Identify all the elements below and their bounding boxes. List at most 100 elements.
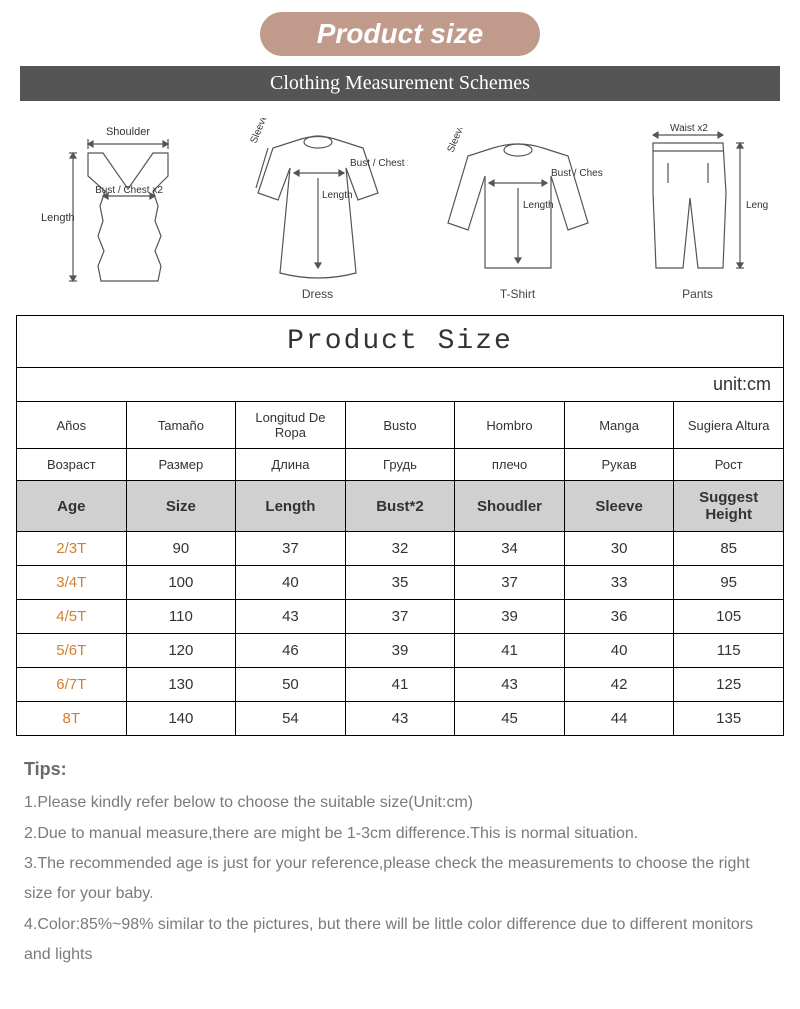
tips-line: 4.Color:85%~98% similar to the pictures,… <box>24 910 776 971</box>
table-cell-shoulder: 45 <box>455 702 565 736</box>
table-cell-size: 90 <box>126 532 236 566</box>
table-cell-sleeve: 33 <box>564 566 674 600</box>
table-header-cell: Shoudler <box>455 481 565 532</box>
table-row: 6/7T13050414342125 <box>17 668 784 702</box>
table-header-cell: Length <box>236 481 346 532</box>
table-cell-bust: 37 <box>345 600 455 634</box>
table-cell-length: 43 <box>236 600 346 634</box>
table-cell-length: 46 <box>236 634 346 668</box>
table-header-cell: Грудь <box>345 449 455 481</box>
table-header-cell: Bust*2 <box>345 481 455 532</box>
table-cell-sleeve: 40 <box>564 634 674 668</box>
header-row-en: AgeSizeLengthBust*2ShoudlerSleeveSuggest… <box>17 481 784 532</box>
table-row: 2/3T903732343085 <box>17 532 784 566</box>
table-row: 3/4T1004035373395 <box>17 566 784 600</box>
table-header-cell: Hombro <box>455 402 565 449</box>
diagram-pants: Waist x2 Length Pants <box>628 123 768 301</box>
table-cell-age: 6/7T <box>17 668 127 702</box>
table-cell-age: 4/5T <box>17 600 127 634</box>
header-row-ru: ВозрастРазмерДлинаГрудьплечоРукавРост <box>17 449 784 481</box>
table-cell-age: 5/6T <box>17 634 127 668</box>
table-header-cell: Tamaño <box>126 402 236 449</box>
table-cell-age: 8T <box>17 702 127 736</box>
table-cell-size: 130 <box>126 668 236 702</box>
table-cell-bust: 39 <box>345 634 455 668</box>
pants-waist-label: Waist x2 <box>670 123 708 134</box>
table-cell-shoulder: 43 <box>455 668 565 702</box>
dress-caption: Dress <box>228 287 408 301</box>
table-row: 8T14054434544135 <box>17 702 784 736</box>
table-cell-length: 50 <box>236 668 346 702</box>
table-cell-height: 135 <box>674 702 784 736</box>
table-row: 4/5T11043373936105 <box>17 600 784 634</box>
table-cell-length: 54 <box>236 702 346 736</box>
tips-block: Tips: 1.Please kindly refer below to cho… <box>24 752 776 971</box>
tshirt-length-label: Length <box>523 200 554 211</box>
pants-length-label: Length <box>746 200 768 211</box>
table-header-cell: Años <box>17 402 127 449</box>
table-cell-sleeve: 42 <box>564 668 674 702</box>
table-title: Product Size <box>17 316 784 368</box>
table-cell-height: 85 <box>674 532 784 566</box>
dress-sleeve-label: Sleeve <box>248 118 270 145</box>
table-cell-size: 100 <box>126 566 236 600</box>
tips-line: 3.The recommended age is just for your r… <box>24 849 776 910</box>
table-header-cell: Рукав <box>564 449 674 481</box>
table-cell-length: 37 <box>236 532 346 566</box>
diagram-vest: Shoulder Bust / Chest x2 Length <box>33 121 203 301</box>
tips-line: 1.Please kindly refer below to choose th… <box>24 788 776 818</box>
table-cell-height: 115 <box>674 634 784 668</box>
table-cell-size: 140 <box>126 702 236 736</box>
table-cell-height: 125 <box>674 668 784 702</box>
vest-length-label: Length <box>41 212 75 224</box>
table-header-cell: Size <box>126 481 236 532</box>
tshirt-caption: T-Shirt <box>433 287 603 301</box>
tshirt-sleeve-label: Sleeve <box>445 128 467 154</box>
vest-shoulder-label: Shoulder <box>105 126 149 138</box>
table-cell-bust: 35 <box>345 566 455 600</box>
table-cell-bust: 41 <box>345 668 455 702</box>
table-header-cell: Sugiera Altura <box>674 402 784 449</box>
diagram-dress: Sleeve Bust / Chest x2 Length Dress <box>228 118 408 301</box>
table-cell-shoulder: 41 <box>455 634 565 668</box>
table-header-cell: Manga <box>564 402 674 449</box>
table-header-cell: Возраст <box>17 449 127 481</box>
table-unit: unit:cm <box>17 368 784 402</box>
vest-bust-label: Bust / Chest x2 <box>95 185 163 196</box>
table-cell-shoulder: 39 <box>455 600 565 634</box>
table-header-cell: Длина <box>236 449 346 481</box>
tips-heading: Tips: <box>24 752 776 786</box>
table-header-cell: Age <box>17 481 127 532</box>
table-header-cell: Sleeve <box>564 481 674 532</box>
table-cell-bust: 32 <box>345 532 455 566</box>
table-cell-sleeve: 36 <box>564 600 674 634</box>
table-cell-size: 120 <box>126 634 236 668</box>
table-header-cell: Busto <box>345 402 455 449</box>
table-cell-shoulder: 34 <box>455 532 565 566</box>
dress-bust-label: Bust / Chest x2 <box>350 158 408 169</box>
table-cell-size: 110 <box>126 600 236 634</box>
table-header-cell: Suggest Height <box>674 481 784 532</box>
table-cell-length: 40 <box>236 566 346 600</box>
table-cell-age: 2/3T <box>17 532 127 566</box>
table-cell-age: 3/4T <box>17 566 127 600</box>
measurement-diagrams: Shoulder Bust / Chest x2 Length Sleeve B… <box>20 111 780 301</box>
schemes-header: Clothing Measurement Schemes <box>20 66 780 101</box>
size-table: Product Size unit:cm AñosTamañoLongitud … <box>16 315 784 736</box>
table-header-cell: Рост <box>674 449 784 481</box>
tips-line: 2.Due to manual measure,there are might … <box>24 819 776 849</box>
table-row: 5/6T12046394140115 <box>17 634 784 668</box>
header-row-es: AñosTamañoLongitud De RopaBustoHombroMan… <box>17 402 784 449</box>
table-cell-height: 105 <box>674 600 784 634</box>
table-cell-shoulder: 37 <box>455 566 565 600</box>
table-header-cell: плечо <box>455 449 565 481</box>
tshirt-bust-label: Bust / Chest x2 <box>551 168 603 179</box>
table-cell-bust: 43 <box>345 702 455 736</box>
title-badge: Product size <box>260 12 540 56</box>
table-header-cell: Longitud De Ropa <box>236 402 346 449</box>
table-header-cell: Размер <box>126 449 236 481</box>
table-cell-sleeve: 30 <box>564 532 674 566</box>
diagram-tshirt: Sleeve Bust / Chest x2 Length T-Shirt <box>433 128 603 301</box>
table-cell-height: 95 <box>674 566 784 600</box>
pants-caption: Pants <box>628 287 768 301</box>
